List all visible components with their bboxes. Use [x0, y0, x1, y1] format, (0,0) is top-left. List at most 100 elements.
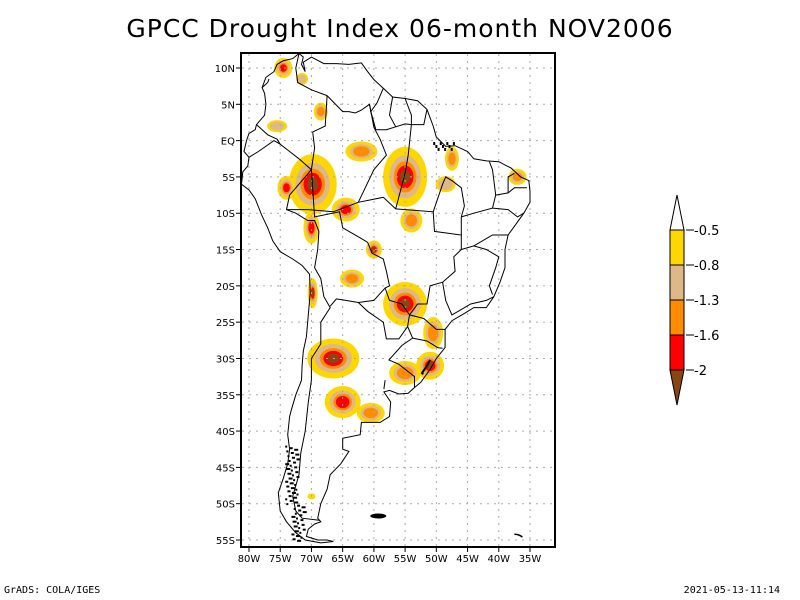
amazon-delta-island: [448, 144, 451, 148]
archipelago-island: [302, 511, 307, 514]
archipelago-island: [291, 456, 295, 459]
archipelago-island: [299, 514, 303, 517]
footer-grads-credit: GrADS: COLA/IGES: [4, 585, 101, 596]
country-border: [473, 234, 509, 247]
colorbar-label: -2: [694, 364, 707, 379]
archipelago-island: [291, 474, 294, 477]
drought-contour: [399, 298, 411, 310]
archipelago-island: [293, 479, 296, 482]
archipelago-island: [288, 495, 292, 498]
coastline: [242, 54, 531, 544]
country-border: [507, 172, 515, 193]
country-border: [370, 88, 384, 130]
amazon-delta-island: [450, 147, 453, 151]
archipelago-island: [295, 471, 299, 474]
y-tick-label: 20S: [216, 282, 235, 293]
country-border: [442, 282, 495, 316]
country-border: [404, 98, 412, 125]
country-border: [256, 124, 281, 145]
y-tick-label: 30S: [216, 354, 235, 365]
drought-area: [400, 208, 423, 233]
archipelago-island: [292, 520, 297, 523]
drought-area: [324, 386, 361, 419]
plot-frame: [240, 52, 556, 548]
drought-area: [444, 146, 459, 171]
archipelago-island: [298, 509, 302, 512]
archipelago-island: [288, 459, 291, 462]
drought-contour: [317, 106, 325, 117]
x-tick-label: 75W: [269, 554, 292, 565]
amazon-delta-island: [437, 147, 440, 151]
drought-area: [389, 360, 422, 385]
y-tick-label: 10N: [215, 64, 235, 75]
coastline-borders-layer: [242, 54, 531, 544]
archipelago-island: [294, 448, 299, 451]
country-border: [357, 104, 387, 203]
country-border: [409, 314, 446, 330]
archipelago-island: [294, 530, 299, 533]
archipelago-island: [292, 538, 296, 541]
drought-contour: [283, 183, 290, 193]
archipelago-island: [294, 501, 299, 504]
archipelago-island: [297, 504, 301, 507]
archipelago-island: [290, 469, 293, 472]
drought-area: [340, 269, 365, 288]
country-border: [285, 95, 331, 521]
drought-area: [383, 146, 428, 207]
archipelago-island: [288, 477, 293, 480]
drought-contour: [335, 395, 350, 409]
archipelago-island: [291, 515, 296, 518]
y-tick-label: 10S: [216, 209, 235, 220]
y-tick-label: EQ: [221, 137, 235, 148]
country-border: [295, 54, 328, 97]
archipelago-island: [285, 498, 288, 501]
colorbar-label: -1.6: [694, 329, 719, 344]
country-border: [492, 207, 525, 218]
y-tick-label: 50S: [216, 500, 235, 511]
archipelago-island: [294, 483, 297, 486]
lagoon: [420, 359, 431, 376]
drought-contour: [405, 214, 418, 227]
drought-contour: [363, 407, 379, 419]
drought-contour: [448, 152, 456, 166]
amazon-delta-island: [439, 142, 442, 146]
drought-contour: [311, 289, 314, 297]
archipelago-island: [293, 507, 296, 510]
x-tick-label: 70W: [300, 554, 323, 565]
archipelago-island: [296, 475, 300, 478]
archipelago-island: [289, 499, 293, 502]
drought-contour: [399, 169, 411, 185]
colorbar-segment: [669, 264, 685, 301]
archipelago-island: [286, 503, 289, 506]
drought-contour: [269, 121, 285, 131]
drought-area: [435, 176, 456, 193]
archipelago-island: [293, 525, 298, 528]
colorbar-segment: [669, 229, 685, 266]
drought-area: [365, 240, 382, 259]
archipelago-island: [295, 488, 298, 491]
archipelago-island: [285, 463, 290, 466]
country-border: [495, 187, 527, 196]
archipelago-island: [299, 531, 302, 534]
y-tick-label: 15S: [216, 246, 235, 257]
archipelago-island: [285, 480, 289, 483]
plot-area: 80W 75W 70W 65W 60W 55W 50W 45W 40W 35W 10N 5N EQ 5S…: [215, 52, 556, 565]
colorbar-legend: -0.5 -0.8 -1.3 -1.6 -2: [669, 194, 719, 406]
archipelago-island: [298, 527, 301, 530]
drought-contour: [512, 172, 523, 182]
archipelago-island: [287, 455, 290, 458]
country-border: [412, 337, 443, 349]
colorbar-label: -0.5: [694, 224, 719, 239]
archipelago-island: [294, 512, 297, 515]
drought-contour: [340, 205, 352, 215]
x-tick-label: 55W: [394, 554, 417, 565]
archipelago-island: [290, 451, 294, 454]
colorbar-segment: [669, 334, 685, 371]
archipelago-island: [291, 491, 296, 494]
archipelago-island: [297, 522, 300, 525]
grid-lines: [242, 54, 554, 546]
archipelago-island: [297, 539, 302, 542]
falkland-islands: [370, 513, 387, 519]
country-border: [383, 380, 386, 390]
x-tick-label: 35W: [519, 554, 542, 565]
